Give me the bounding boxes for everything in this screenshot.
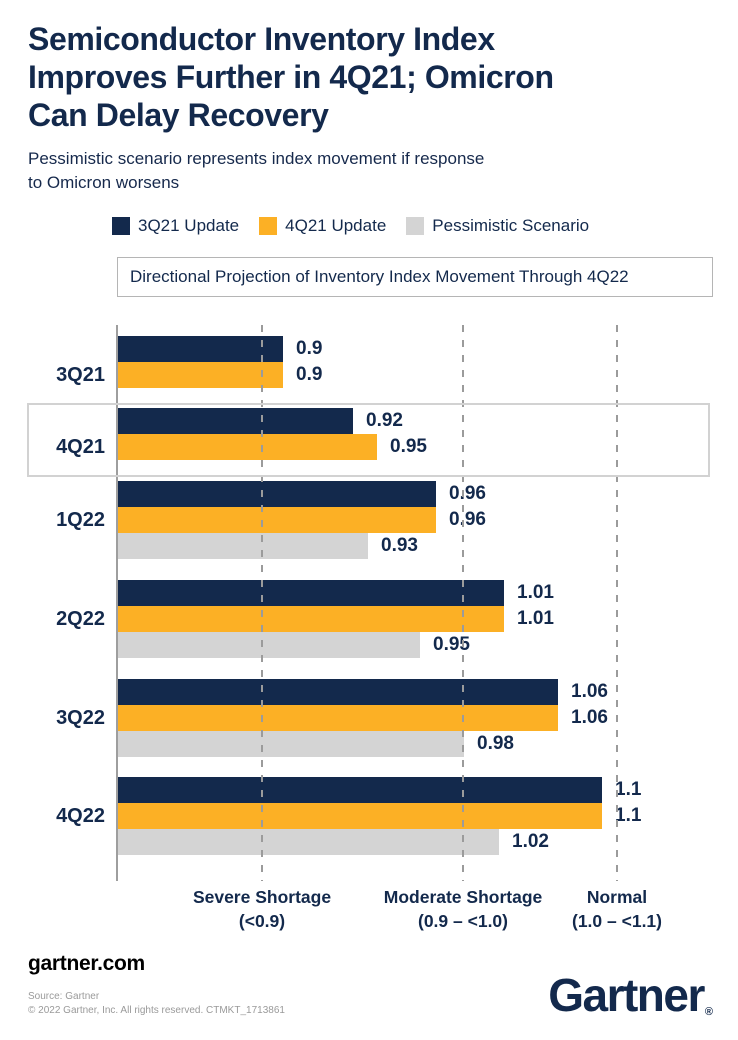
value-label-pessimistic-scenario-3q22: 0.98	[477, 733, 514, 754]
highlight-box-4q21	[27, 403, 710, 477]
legend-label: 3Q21 Update	[138, 216, 240, 235]
bar-3q21-update-2q22	[117, 580, 504, 606]
zone-label-text: Moderate Shortage	[383, 887, 543, 907]
value-label-pessimistic-scenario-1q22: 0.93	[381, 535, 418, 556]
source-line: Source: Gartner	[28, 991, 100, 1002]
vertical-gridline	[261, 325, 263, 881]
page-subtitle: Pessimistic scenario represents index mo…	[28, 147, 678, 195]
value-label-pessimistic-scenario-2q22: 0.95	[433, 634, 470, 655]
bar-4q21-update-4q22	[117, 803, 602, 829]
chart-caption-text: Directional Projection of Inventory Inde…	[130, 267, 629, 286]
value-label-4q21-update-4q22: 1.1	[615, 805, 642, 826]
bar-4q21-update-2q22	[117, 606, 504, 632]
chart-caption-box: Directional Projection of Inventory Inde…	[117, 257, 713, 297]
category-label-3q21: 3Q21	[56, 364, 105, 386]
legend-swatch-navy-icon	[112, 217, 130, 235]
legend-swatch-orange-icon	[259, 217, 278, 235]
bar-pessimistic-scenario-3q22	[117, 731, 464, 757]
bar-3q21-update-1q22	[117, 481, 436, 507]
copyright-line: © 2022 Gartner, Inc. All rights reserved…	[28, 1005, 285, 1016]
bar-4q21-update-3q21	[117, 362, 283, 388]
zone-label-text: Normal	[586, 887, 648, 907]
zone-label-text: Severe Shortage	[192, 887, 332, 907]
category-label-1q22: 1Q22	[56, 509, 105, 531]
value-label-pessimistic-scenario-4q22: 1.02	[512, 831, 549, 852]
bar-4q21-update-1q22	[117, 507, 436, 533]
vertical-gridline	[616, 325, 618, 881]
bar-3q21-update-4q21	[117, 408, 353, 434]
legend-item-pessimistic-scenario: Pessimistic Scenario	[406, 216, 589, 236]
value-label-3q21-update-1q22: 0.96	[449, 483, 486, 504]
y-axis-line	[116, 325, 118, 881]
zone-label-range: (<0.9)	[238, 911, 286, 931]
bar-pessimistic-scenario-2q22	[117, 632, 420, 658]
bar-4q21-update-3q22	[117, 705, 558, 731]
value-label-4q21-update-3q21: 0.9	[296, 364, 323, 385]
chart-plot: Severe Shortage (<0.9) Moderate Shortage…	[0, 325, 738, 950]
legend-item-3q21-update: 3Q21 Update	[112, 216, 239, 236]
zone-label: Severe Shortage (<0.9)	[162, 885, 362, 933]
value-label-3q21-update-4q22: 1.1	[615, 779, 642, 800]
value-label-3q21-update-3q22: 1.06	[571, 681, 608, 702]
title-line-2: Improves Further in 4Q21; Omicron	[28, 59, 554, 95]
value-label-4q21-update-3q22: 1.06	[571, 707, 608, 728]
subtitle-line-1: Pessimistic scenario represents index mo…	[28, 149, 485, 168]
gartner-com-link[interactable]: gartner.com	[28, 952, 145, 975]
legend-label: Pessimistic Scenario	[432, 216, 590, 235]
value-label-4q21-update-2q22: 1.01	[517, 608, 554, 629]
vertical-gridline	[462, 325, 464, 881]
source-attribution: Source: Gartner © 2022 Gartner, Inc. All…	[28, 990, 285, 1018]
legend-swatch-gray-icon	[406, 217, 425, 235]
category-label-4q21: 4Q21	[56, 436, 105, 458]
legend-item-4q21-update: 4Q21 Update	[259, 216, 386, 236]
subtitle-line-2: to Omicron worsens	[28, 173, 180, 192]
bar-3q21-update-3q21	[117, 336, 283, 362]
bar-pessimistic-scenario-4q22	[117, 829, 499, 855]
value-label-3q21-update-3q21: 0.9	[296, 338, 323, 359]
value-label-3q21-update-2q22: 1.01	[517, 582, 554, 603]
registered-mark-icon: ®	[704, 1006, 713, 1018]
title-line-3: Can Delay Recovery	[28, 97, 329, 133]
category-label-4q22: 4Q22	[56, 805, 105, 827]
zone-label-range: (0.9 – <1.0)	[418, 911, 508, 931]
value-label-4q21-update-4q21: 0.95	[390, 436, 427, 457]
zone-label-range: (1.0 – <1.1)	[572, 911, 662, 931]
bar-4q21-update-4q21	[117, 434, 377, 460]
category-label-3q22: 3Q22	[56, 707, 105, 729]
bar-pessimistic-scenario-1q22	[117, 533, 368, 559]
title-line-1: Semiconductor Inventory Index	[28, 21, 495, 57]
category-label-2q22: 2Q22	[56, 608, 105, 630]
page-title: Semiconductor Inventory Index Improves F…	[28, 20, 718, 134]
bar-3q21-update-3q22	[117, 679, 558, 705]
chart-legend: 3Q21 Update 4Q21 Update Pessimistic Scen…	[112, 216, 589, 236]
legend-label: 4Q21 Update	[285, 216, 387, 235]
bar-3q21-update-4q22	[117, 777, 602, 803]
zone-label: Normal (1.0 – <1.1)	[517, 885, 717, 933]
value-label-4q21-update-1q22: 0.96	[449, 509, 486, 530]
value-label-3q21-update-4q21: 0.92	[366, 410, 403, 431]
zone-label: Moderate Shortage (0.9 – <1.0)	[363, 885, 563, 933]
gartner-logo: Gartner®	[548, 968, 713, 1022]
gartner-logo-text: Gartner	[548, 969, 705, 1021]
